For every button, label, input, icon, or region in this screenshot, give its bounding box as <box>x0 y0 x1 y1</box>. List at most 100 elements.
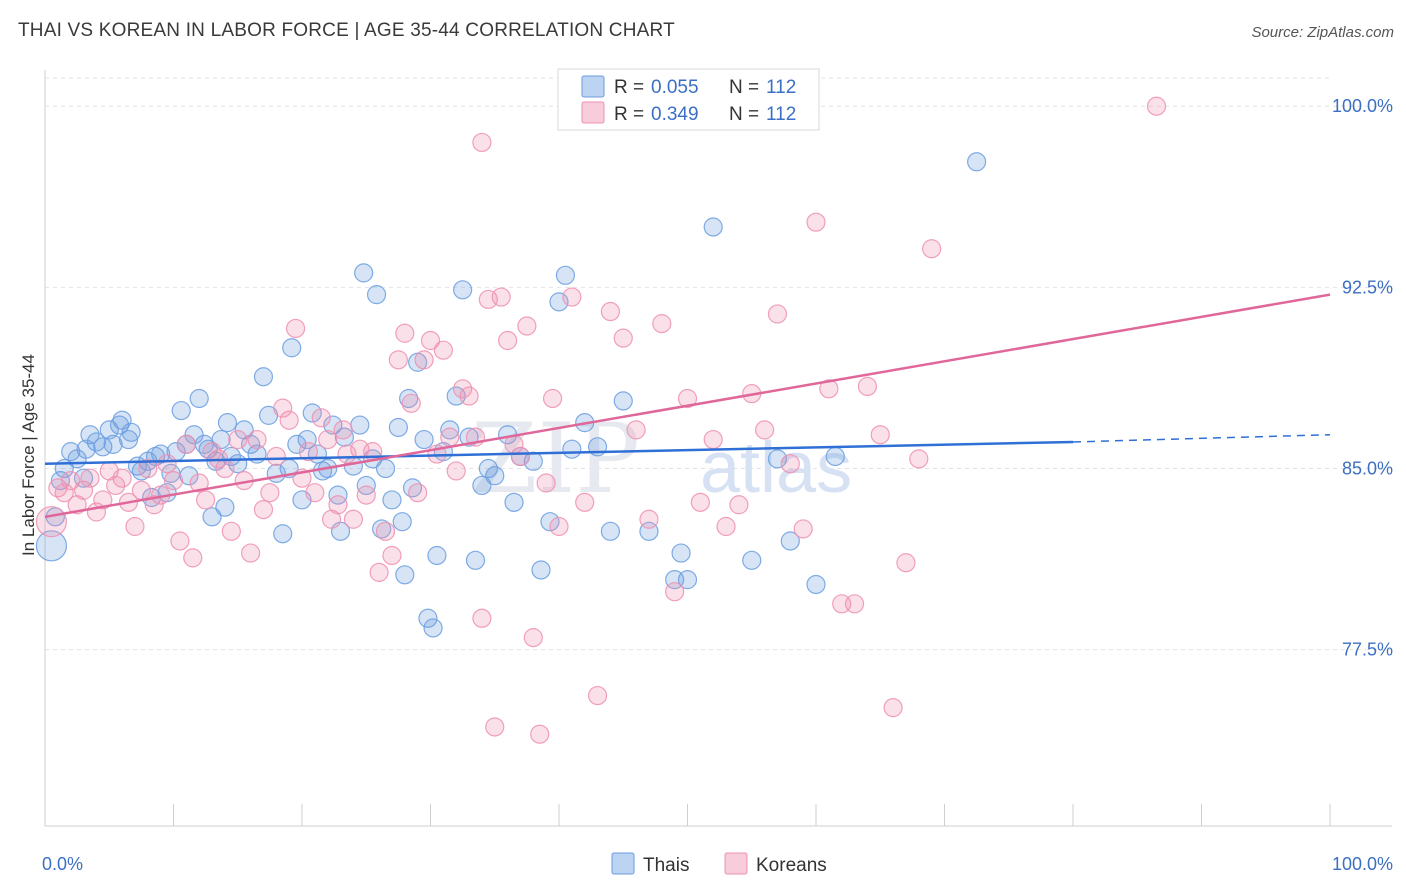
point-koreans <box>356 485 376 505</box>
trend-line-thais <box>44 440 1074 465</box>
legend-n-value: 112 <box>766 77 796 98</box>
point-koreans <box>542 388 563 409</box>
point-koreans <box>883 698 903 718</box>
point-koreans <box>536 473 556 493</box>
point-koreans <box>125 516 145 537</box>
point-koreans <box>665 582 685 602</box>
chart-source: Source: ZipAtlas.com <box>1251 24 1394 41</box>
point-koreans <box>298 442 319 462</box>
point-koreans <box>266 446 286 467</box>
point-thais <box>273 524 293 544</box>
point-koreans <box>819 379 839 399</box>
point-koreans <box>420 330 441 351</box>
point-koreans <box>253 499 274 520</box>
point-koreans <box>260 483 280 503</box>
point-koreans <box>273 398 293 418</box>
point-thais <box>780 531 800 551</box>
point-koreans <box>716 516 736 537</box>
y-axis-title: In Labor Force | Age 35-44 <box>19 354 38 556</box>
legend-stats: R = 0.055 N = 112 R = 0.349 N = 112 <box>557 68 820 131</box>
point-koreans <box>333 420 353 440</box>
watermark-zip: ZIP <box>471 403 640 515</box>
point-koreans <box>305 483 325 503</box>
point-koreans <box>780 454 800 474</box>
point-thais <box>531 560 551 580</box>
point-koreans <box>459 386 479 406</box>
point-koreans <box>754 420 775 440</box>
point-thais <box>427 545 447 566</box>
chart-title: THAI VS KOREAN IN LABOR FORCE | AGE 35-4… <box>18 20 675 41</box>
point-koreans <box>328 495 348 515</box>
point-koreans <box>247 429 267 450</box>
point-koreans <box>241 543 261 563</box>
point-koreans <box>401 393 421 413</box>
legend-n-label: N = <box>729 104 759 125</box>
x-tick-label: 100.0% <box>1332 854 1393 874</box>
point-thais <box>382 490 402 510</box>
point-thais <box>414 429 434 450</box>
trend-extension-thais <box>1072 433 1331 443</box>
point-koreans <box>909 449 929 469</box>
point-thais <box>967 152 987 172</box>
point-koreans <box>440 427 460 447</box>
point-koreans <box>112 468 132 488</box>
point-koreans <box>170 531 190 551</box>
point-thais <box>825 446 845 467</box>
point-koreans <box>562 287 582 307</box>
point-thais <box>99 420 119 440</box>
legend-item-koreans[interactable]: Koreans <box>724 852 827 876</box>
point-koreans <box>652 314 672 334</box>
legend-stat-thais: R = 0.055 N = 112 <box>581 75 796 98</box>
point-thais <box>328 485 348 505</box>
point-thais <box>806 574 826 595</box>
legend-r-value: 0.349 <box>651 104 699 125</box>
point-thais <box>540 512 560 532</box>
point-thais <box>184 425 204 445</box>
legend-label-koreans: Koreans <box>756 855 827 876</box>
point-thais <box>323 415 343 435</box>
legend-stats-box <box>557 68 820 131</box>
legend-item-thais[interactable]: Thais <box>611 852 689 876</box>
point-koreans <box>844 594 865 614</box>
point-thais <box>504 492 524 512</box>
point-koreans <box>395 323 415 343</box>
point-koreans <box>73 480 94 500</box>
point-thais <box>395 565 415 585</box>
trend-lines <box>44 293 1331 519</box>
point-koreans <box>144 495 164 515</box>
point-thais <box>179 466 199 486</box>
point-koreans <box>472 132 492 153</box>
point-koreans <box>408 483 428 503</box>
point-thais <box>202 507 222 527</box>
gridlines <box>45 77 1392 651</box>
series-legend: Thais Koreans <box>611 852 827 876</box>
point-koreans <box>485 717 505 737</box>
point-koreans <box>498 330 518 351</box>
point-koreans <box>369 562 389 582</box>
point-koreans <box>54 483 74 503</box>
point-koreans <box>613 328 633 348</box>
point-koreans <box>639 509 659 529</box>
point-koreans <box>549 516 569 537</box>
point-thais <box>440 420 460 440</box>
point-thais <box>392 512 412 532</box>
legend-swatch-koreans <box>724 852 748 875</box>
y-tick-label: 77.5% <box>1342 640 1393 660</box>
point-koreans <box>472 608 492 628</box>
point-thais <box>151 444 171 464</box>
watermark: ZIP atlas <box>471 403 852 515</box>
legend-r-label: R = <box>614 104 644 125</box>
point-thais <box>388 417 408 438</box>
point-koreans <box>530 724 550 744</box>
y-tick-label: 92.5% <box>1342 277 1393 297</box>
legend-n-value: 112 <box>766 104 796 125</box>
point-thais <box>80 425 100 445</box>
x-tick-labels: 0.0% 100.0% <box>42 854 1393 874</box>
point-thais <box>76 439 96 459</box>
point-koreans <box>433 340 453 360</box>
point-koreans <box>61 471 81 491</box>
point-thais <box>366 285 387 305</box>
point-koreans <box>35 506 68 538</box>
point-thais <box>703 217 723 237</box>
point-koreans <box>106 475 126 496</box>
